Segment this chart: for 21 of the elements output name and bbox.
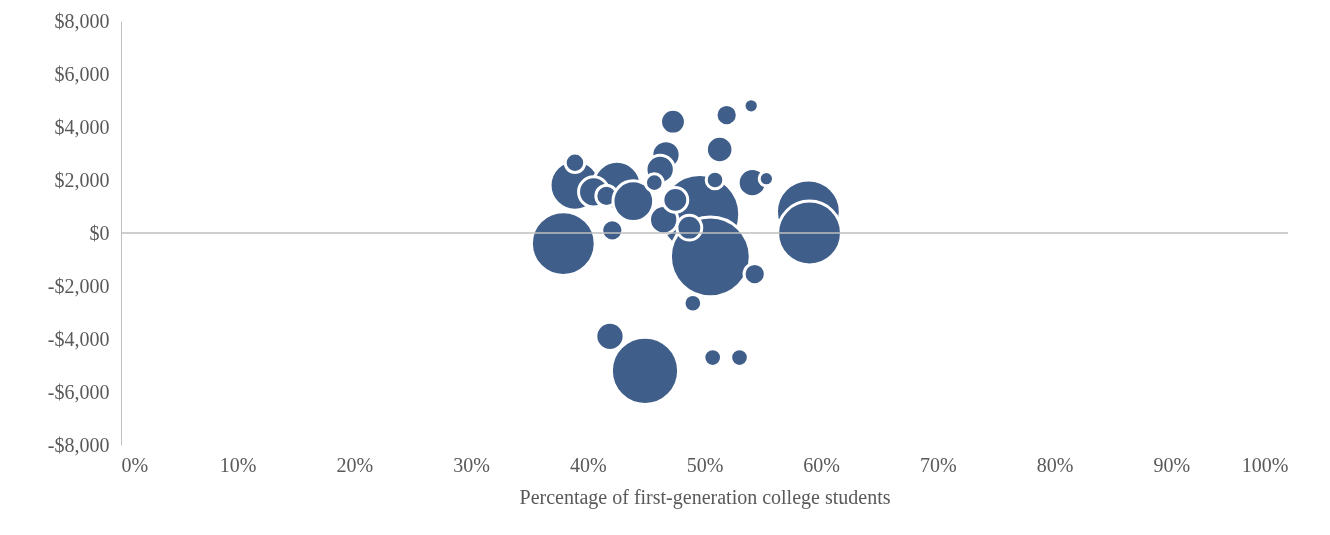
x-tick-label: 30% (453, 453, 490, 476)
y-tick-label: -$8,000 (47, 433, 110, 456)
x-tick-label: 10% (219, 453, 257, 476)
x-tick-label: 20% (336, 453, 374, 476)
y-tick-label: -$4,000 (47, 327, 110, 350)
x-tick-label: 60% (803, 453, 841, 476)
y-tick-label: $8,000 (54, 9, 110, 32)
x-tick-label: 90% (1153, 453, 1191, 476)
y-tick-label: $2,000 (54, 168, 110, 191)
y-tick-label: $0 (89, 221, 110, 244)
x-tick-label: 40% (569, 453, 607, 476)
y-tick-label: -$6,000 (47, 380, 110, 403)
x-tick-label: 0% (121, 453, 149, 476)
y-tick-label: $4,000 (54, 115, 110, 138)
x-tick-label: 70% (920, 453, 957, 476)
x-tick-label: 100% (1241, 453, 1289, 476)
y-tick-label: $6,000 (54, 62, 110, 85)
x-axis-title: Percentage of first-generation college students (519, 485, 891, 509)
x-tick-label: 50% (686, 453, 724, 476)
x-tick-label: 80% (1036, 453, 1074, 476)
y-tick-label: -$2,000 (47, 274, 110, 297)
